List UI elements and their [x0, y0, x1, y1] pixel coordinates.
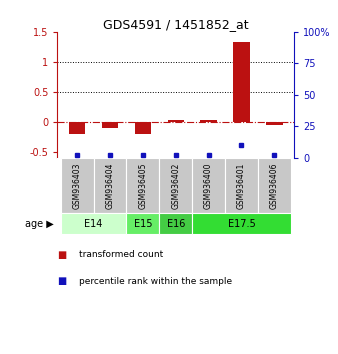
Bar	[258, 158, 291, 213]
Bar	[135, 122, 151, 134]
Bar	[159, 213, 192, 234]
Bar	[192, 213, 291, 234]
Bar	[126, 213, 159, 234]
Text: E14: E14	[84, 218, 103, 229]
Bar	[61, 213, 126, 234]
Bar	[126, 158, 159, 213]
Bar	[94, 158, 126, 213]
Text: age ▶: age ▶	[25, 218, 54, 229]
Text: ■: ■	[57, 276, 67, 286]
Text: percentile rank within the sample: percentile rank within the sample	[79, 277, 233, 286]
Bar	[225, 158, 258, 213]
Bar	[192, 158, 225, 213]
Bar	[233, 42, 250, 122]
Text: E16: E16	[167, 218, 185, 229]
Bar	[266, 122, 283, 125]
Title: GDS4591 / 1451852_at: GDS4591 / 1451852_at	[103, 18, 248, 31]
Bar	[61, 158, 94, 213]
Bar	[159, 158, 192, 213]
Text: E15: E15	[134, 218, 152, 229]
Text: transformed count: transformed count	[79, 250, 164, 259]
Text: GSM936402: GSM936402	[171, 162, 180, 209]
Text: GSM936405: GSM936405	[138, 162, 147, 209]
Bar	[168, 120, 184, 122]
Text: GSM936406: GSM936406	[270, 162, 279, 209]
Text: GSM936400: GSM936400	[204, 162, 213, 209]
Text: GSM936404: GSM936404	[105, 162, 115, 209]
Text: E17.5: E17.5	[227, 218, 255, 229]
Bar	[200, 120, 217, 122]
Bar	[69, 122, 86, 134]
Text: GSM936401: GSM936401	[237, 162, 246, 209]
Text: ■: ■	[57, 250, 67, 260]
Text: GSM936403: GSM936403	[73, 162, 82, 209]
Bar	[102, 122, 118, 128]
